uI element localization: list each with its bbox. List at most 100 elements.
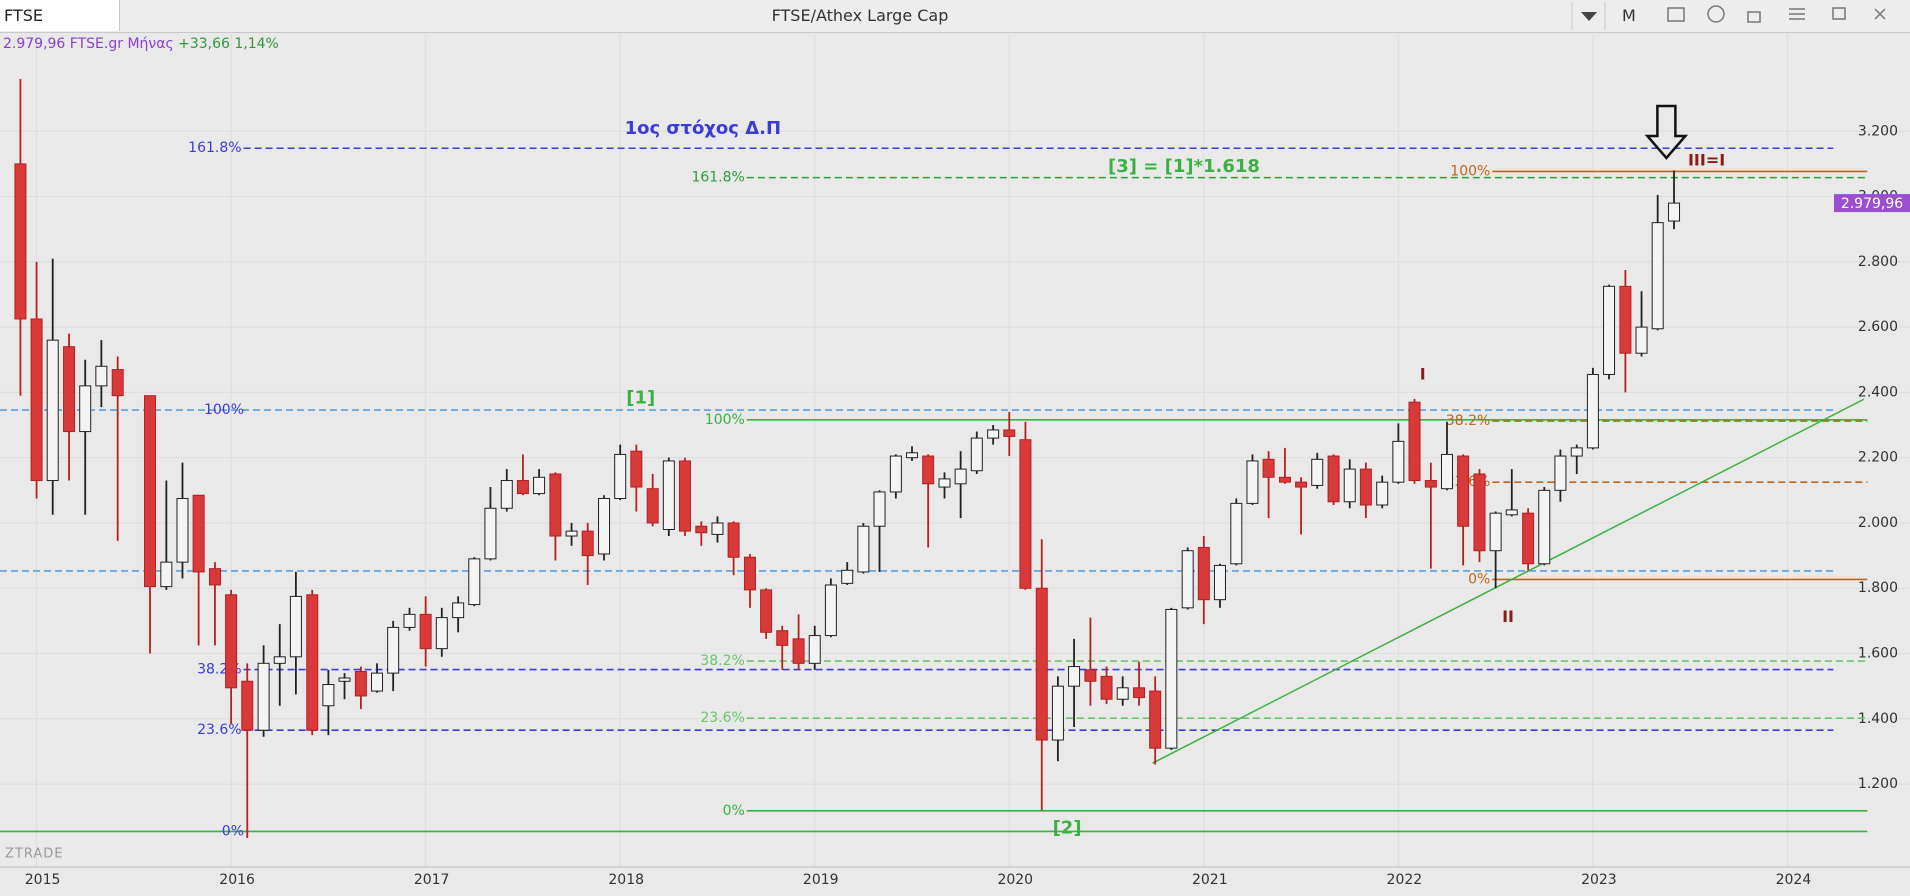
candle-body	[452, 602, 465, 619]
candle-body	[841, 569, 854, 584]
candle-body	[695, 525, 708, 534]
last-price-box	[1834, 194, 1910, 213]
candle-body	[1116, 687, 1129, 700]
candle-body	[889, 455, 902, 493]
period-button[interactable]: M	[1622, 6, 1636, 25]
candle-body	[1100, 675, 1113, 700]
fib-label: 38.2%	[700, 653, 744, 669]
annotation: III=I	[1688, 150, 1725, 169]
candle-body	[143, 395, 156, 588]
close-icon[interactable]	[1874, 8, 1886, 20]
x-tick-label: 2022	[1387, 872, 1423, 888]
x-tick-label: 2016	[219, 872, 255, 888]
candle-body	[1554, 455, 1567, 491]
fib-label: 0%	[723, 803, 745, 819]
candle-body	[678, 460, 691, 532]
candle-body	[1668, 202, 1681, 222]
quote-icon[interactable]	[1707, 5, 1725, 23]
candle-body	[1213, 564, 1226, 601]
candle-body	[160, 561, 173, 588]
candle-body	[1311, 458, 1324, 486]
fib-label: 38.2%	[1446, 413, 1490, 429]
y-tick-label: 2.600	[1858, 319, 1898, 335]
restore-icon[interactable]	[1832, 7, 1846, 20]
candle-body	[1619, 285, 1632, 354]
candle-body	[435, 617, 448, 650]
candle-body	[1343, 468, 1356, 503]
candle-body	[1505, 509, 1518, 516]
candle-body	[1181, 550, 1194, 609]
candle-body	[1376, 481, 1389, 506]
menu-icon[interactable]	[1789, 8, 1805, 20]
symbol-tab[interactable]: FTSE	[0, 0, 120, 31]
candle-body	[873, 491, 886, 527]
candle-body	[1586, 373, 1599, 449]
lock-icon[interactable]	[1747, 11, 1761, 23]
candle-body	[484, 507, 497, 560]
candle-body	[46, 339, 59, 482]
annotation: [3] = [1]*1.618	[1108, 156, 1260, 177]
candle-body	[776, 630, 789, 646]
change: +33,66	[178, 36, 230, 52]
candle-body	[1473, 473, 1486, 552]
candle-body	[30, 318, 43, 482]
dropdown-icon[interactable]	[1581, 12, 1597, 21]
candle-body	[1003, 429, 1016, 437]
window-title: FTSE/Athex Large Cap	[771, 6, 949, 25]
candle-body	[95, 365, 108, 387]
candle-body	[419, 613, 432, 650]
symbol: FTSE.gr	[69, 36, 123, 52]
candle-body	[273, 656, 286, 664]
candle-body	[906, 452, 919, 459]
candle-body	[549, 473, 562, 537]
fib-label: 0%	[222, 823, 244, 839]
candle-body	[1489, 512, 1502, 552]
y-tick-label: 1.400	[1858, 711, 1898, 727]
candle-body	[1651, 222, 1664, 330]
candle-body	[1440, 453, 1453, 490]
header-bar: FTSE FTSE/Athex Large Cap M	[0, 0, 1910, 33]
candle-body	[111, 369, 124, 397]
candle-body	[743, 556, 756, 591]
y-tick-label: 2.800	[1858, 254, 1898, 270]
price: 2.979,96	[3, 36, 66, 52]
candle-body	[1084, 669, 1097, 682]
layout-icon[interactable]	[1667, 7, 1685, 22]
x-tick-label: 2015	[25, 872, 61, 888]
trendline	[1152, 398, 1865, 764]
candle-body	[225, 594, 238, 689]
x-tick-label: 2017	[414, 872, 450, 888]
candle-body	[938, 478, 951, 488]
candle-body	[1051, 685, 1064, 741]
annotation: [2]	[1053, 817, 1082, 838]
y-tick-label: 1.800	[1858, 580, 1898, 596]
candle-body	[516, 480, 529, 495]
last-price-label: 2.979,96	[1841, 196, 1903, 212]
x-tick-label: 2019	[803, 872, 839, 888]
annotation: 1ος στόχος Δ.Π	[625, 118, 781, 139]
candle-body	[1424, 480, 1437, 488]
candle-body	[354, 670, 367, 697]
annotation: II	[1502, 607, 1514, 626]
y-tick-label: 2.200	[1858, 450, 1898, 466]
fib-label: 23.6%	[197, 722, 241, 738]
candle-body	[565, 530, 578, 537]
candle-body	[1133, 687, 1146, 699]
info-line: 2.979,96 FTSE.gr Μήνας +33,66 1,14%	[3, 36, 279, 52]
candle-body	[1570, 447, 1583, 457]
candle-body	[662, 460, 675, 530]
candle-body	[1603, 285, 1616, 375]
x-tick-label: 2024	[1776, 872, 1812, 888]
candle-body	[208, 568, 221, 586]
candle-body	[338, 677, 351, 682]
candle-body	[824, 584, 837, 637]
candle-body	[1635, 326, 1648, 354]
fib-label: 161.8%	[691, 170, 744, 186]
candle-body	[176, 497, 189, 563]
candle-body	[630, 450, 643, 488]
change-pct: 1,14%	[234, 36, 279, 52]
y-tick-label: 3.200	[1858, 123, 1898, 139]
candle-body	[289, 595, 302, 658]
candle-body	[857, 525, 870, 573]
